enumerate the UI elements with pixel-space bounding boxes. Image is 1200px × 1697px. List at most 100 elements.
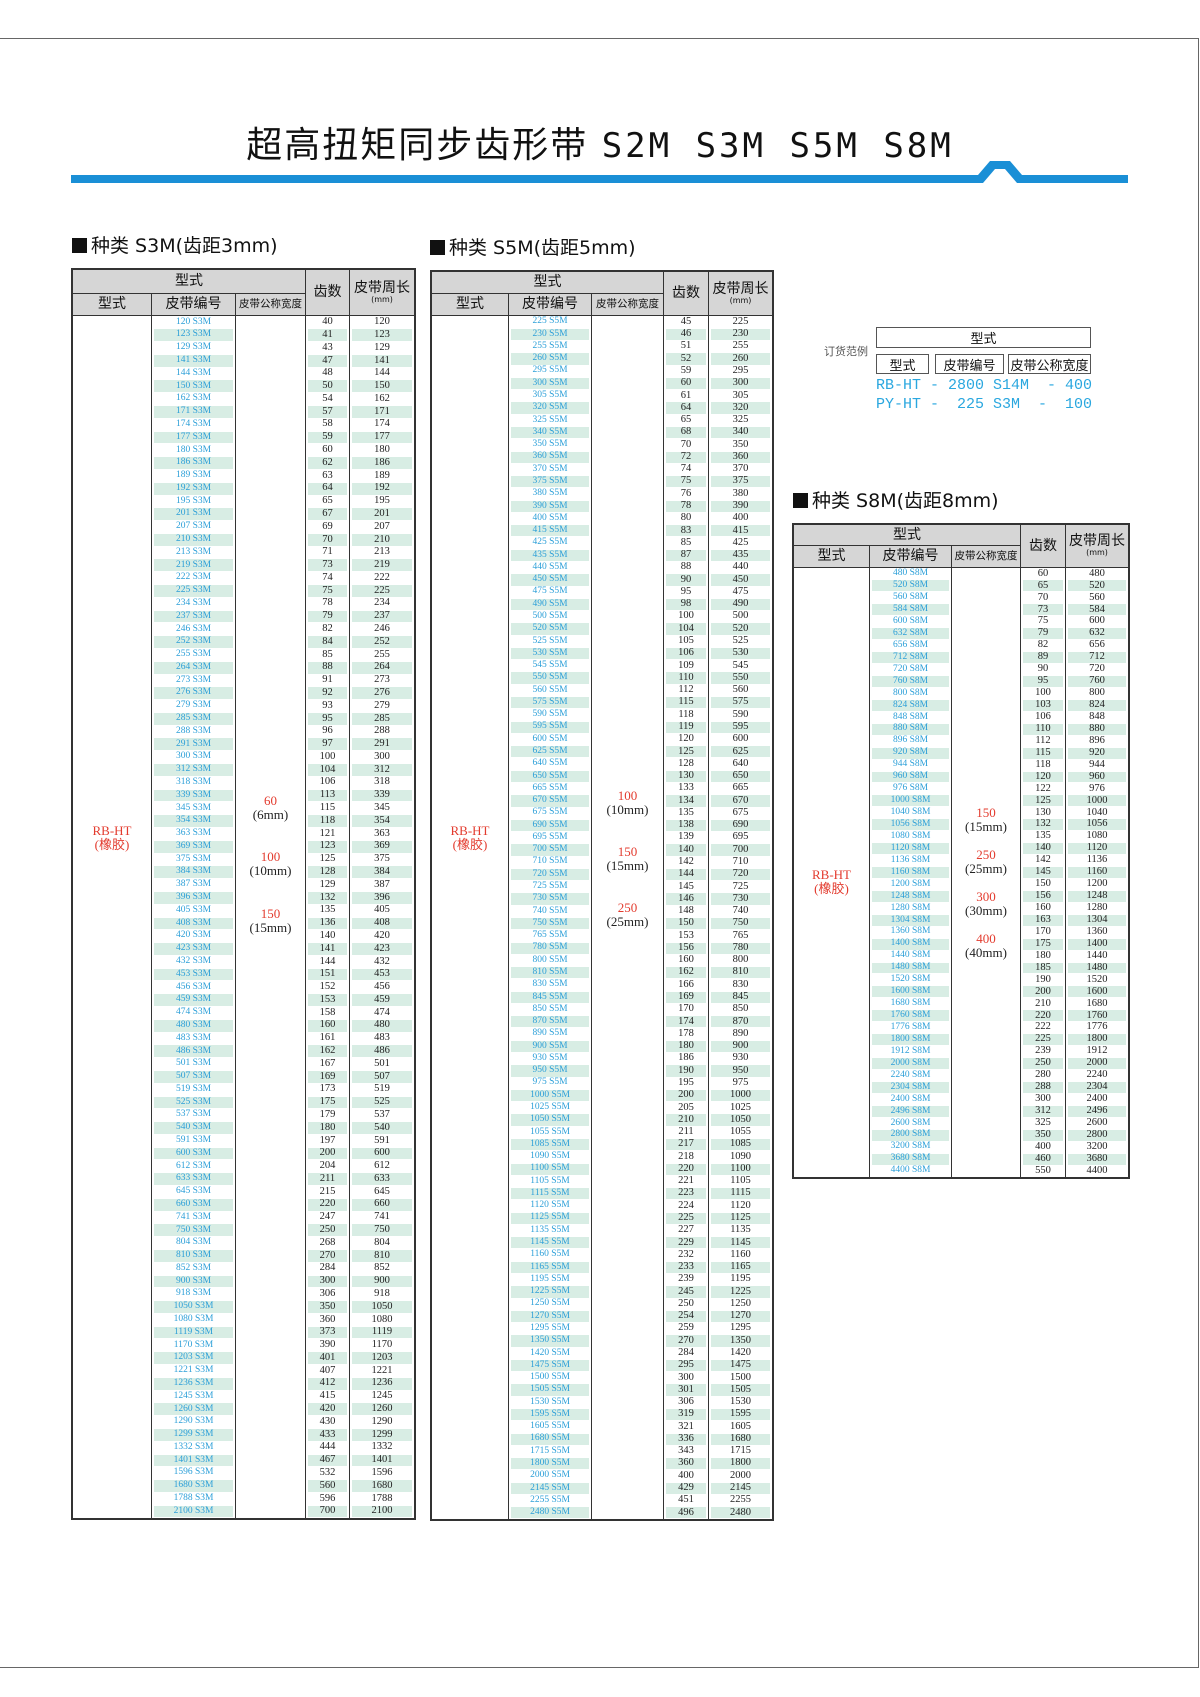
teeth-cell: 109 xyxy=(678,659,694,671)
length-cell: 1165 xyxy=(711,1261,770,1273)
belt-code-cell: 279 S3M xyxy=(175,700,212,711)
length-cell: 725 xyxy=(732,880,749,892)
length-cell: 880 xyxy=(1068,723,1126,735)
teeth-cell: 95 xyxy=(308,713,347,725)
title-cn: 超高扭矩同步齿形带 xyxy=(246,125,589,166)
length-cell: 645 xyxy=(374,1185,390,1197)
length-cell: 1050 xyxy=(352,1301,412,1313)
column-width: 100 (10mm) 150 (15mm) 250 (25mm) xyxy=(592,316,664,1519)
header-length: 皮带周长 (mm) xyxy=(709,272,772,316)
length-cell: 741 xyxy=(374,1211,390,1223)
length-cell: 1360 xyxy=(1086,925,1108,937)
length-cell: 480 xyxy=(1089,567,1105,579)
teeth-cell: 50 xyxy=(308,380,347,393)
length-cell: 456 xyxy=(374,981,390,993)
length-cell: 300 xyxy=(711,377,770,390)
square-bullet-icon xyxy=(793,493,808,508)
length-cell: 1221 xyxy=(371,1364,393,1376)
belt-code-cell: 740 S5M xyxy=(532,905,568,916)
length-cell: 375 xyxy=(374,853,390,865)
teeth-cell: 118 xyxy=(678,708,694,720)
belt-code-cell: 633 S3M xyxy=(154,1173,233,1186)
length-cell: 1299 xyxy=(352,1429,412,1441)
length-cell: 1080 xyxy=(1086,830,1108,842)
belt-code-cell: 1115 S5M xyxy=(511,1188,589,1200)
length-cell: 171 xyxy=(352,406,412,418)
teeth-cell: 88 xyxy=(680,561,692,573)
nominal-width-option: 150 (15mm) xyxy=(592,845,663,873)
length-cell: 3200 xyxy=(1086,1140,1108,1152)
belt-code-cell: 1236 S3M xyxy=(154,1377,233,1390)
length-cell: 1119 xyxy=(352,1327,412,1339)
length-cell: 2304 xyxy=(1068,1081,1126,1093)
teeth-cell: 130 xyxy=(666,770,706,782)
teeth-cell: 75 xyxy=(1037,615,1049,627)
teeth-cell: 85 xyxy=(680,536,692,548)
length-cell: 612 xyxy=(374,1160,390,1172)
length-cell: 150 xyxy=(352,380,412,393)
heading-text: 种类 S3M(齿距3mm) xyxy=(91,235,278,257)
width-mm: (10mm) xyxy=(606,802,649,817)
teeth-cell: 211 xyxy=(308,1173,347,1186)
teeth-cell: 138 xyxy=(666,819,706,832)
belt-code-cell: 459 S3M xyxy=(154,994,233,1006)
teeth-cell: 136 xyxy=(308,917,347,930)
teeth-cell: 64 xyxy=(666,402,706,414)
belt-code-cell: 189 S3M xyxy=(175,470,212,481)
length-cell: 1236 xyxy=(352,1378,412,1390)
length-cell: 483 xyxy=(374,1032,390,1044)
teeth-cell: 284 xyxy=(319,1262,336,1274)
belt-code-cell: 600 S8M xyxy=(892,615,929,626)
length-cell: 1056 xyxy=(1068,819,1126,831)
teeth-cell: 48 xyxy=(322,367,333,379)
length-cell: 1000 xyxy=(711,1089,770,1102)
belt-code-cell: 1135 S5M xyxy=(530,1224,570,1235)
length-cell: 255 xyxy=(732,340,749,352)
length-cell: 720 xyxy=(711,868,770,881)
belt-code-cell: 120 S3M xyxy=(175,316,212,327)
belt-code-cell: 1605 S5M xyxy=(530,1421,570,1432)
teeth-cell: 169 xyxy=(666,991,706,1003)
teeth-cell: 239 xyxy=(678,1273,694,1285)
type-code: RB-HT xyxy=(92,823,132,838)
teeth-cell: 162 xyxy=(666,967,706,979)
length-cell: 1760 xyxy=(1068,1010,1126,1022)
belt-code-cell: 1120 S8M xyxy=(872,843,949,855)
teeth-cell: 142 xyxy=(678,855,694,867)
column-width: 150 (15mm) 250 (25mm) 300 (30mm) 400 (40mm) xyxy=(952,568,1021,1177)
length-cell: 848 xyxy=(1089,711,1105,722)
teeth-cell: 169 xyxy=(308,1071,347,1083)
type-material: (橡胶) xyxy=(94,837,130,852)
belt-code-cell: 312 S3M xyxy=(154,764,233,776)
teeth-cell: 118 xyxy=(1035,758,1051,770)
length-cell: 695 xyxy=(732,831,749,843)
teeth-cell: 92 xyxy=(308,687,347,700)
length-cell: 740 xyxy=(732,905,749,917)
teeth-cell: 412 xyxy=(308,1378,347,1390)
length-cell: 1120 xyxy=(730,1199,751,1211)
belt-code-cell: 219 S3M xyxy=(154,559,233,572)
belt-code-cell: 375 S3M xyxy=(175,853,212,864)
teeth-cell: 65 xyxy=(1023,580,1063,592)
teeth-cell: 156 xyxy=(666,942,706,954)
length-cell: 600 xyxy=(352,1148,412,1160)
length-cell: 291 xyxy=(352,738,412,751)
length-cell: 1440 xyxy=(1086,949,1108,961)
nominal-width-option: 100 (10mm) xyxy=(592,789,663,817)
belt-code-cell: 800 S8M xyxy=(892,687,929,698)
teeth-cell: 123 xyxy=(308,841,347,853)
nominal-width-option: 300 (30mm) xyxy=(952,890,1020,918)
teeth-cell: 415 xyxy=(319,1390,336,1402)
teeth-cell: 373 xyxy=(308,1327,347,1339)
length-cell: 595 xyxy=(711,721,770,733)
belt-code-cell: 830 S5M xyxy=(532,979,568,990)
teeth-cell: 429 xyxy=(666,1482,706,1494)
length-cell: 2400 xyxy=(1086,1093,1108,1105)
length-cell: 174 xyxy=(374,418,390,430)
length-cell: 896 xyxy=(1089,734,1105,746)
width-value: 250 xyxy=(617,900,638,915)
teeth-cell: 95 xyxy=(1023,675,1063,687)
length-cell: 1420 xyxy=(730,1347,751,1359)
length-cell: 350 xyxy=(732,438,749,450)
length-cell: 507 xyxy=(352,1071,412,1083)
